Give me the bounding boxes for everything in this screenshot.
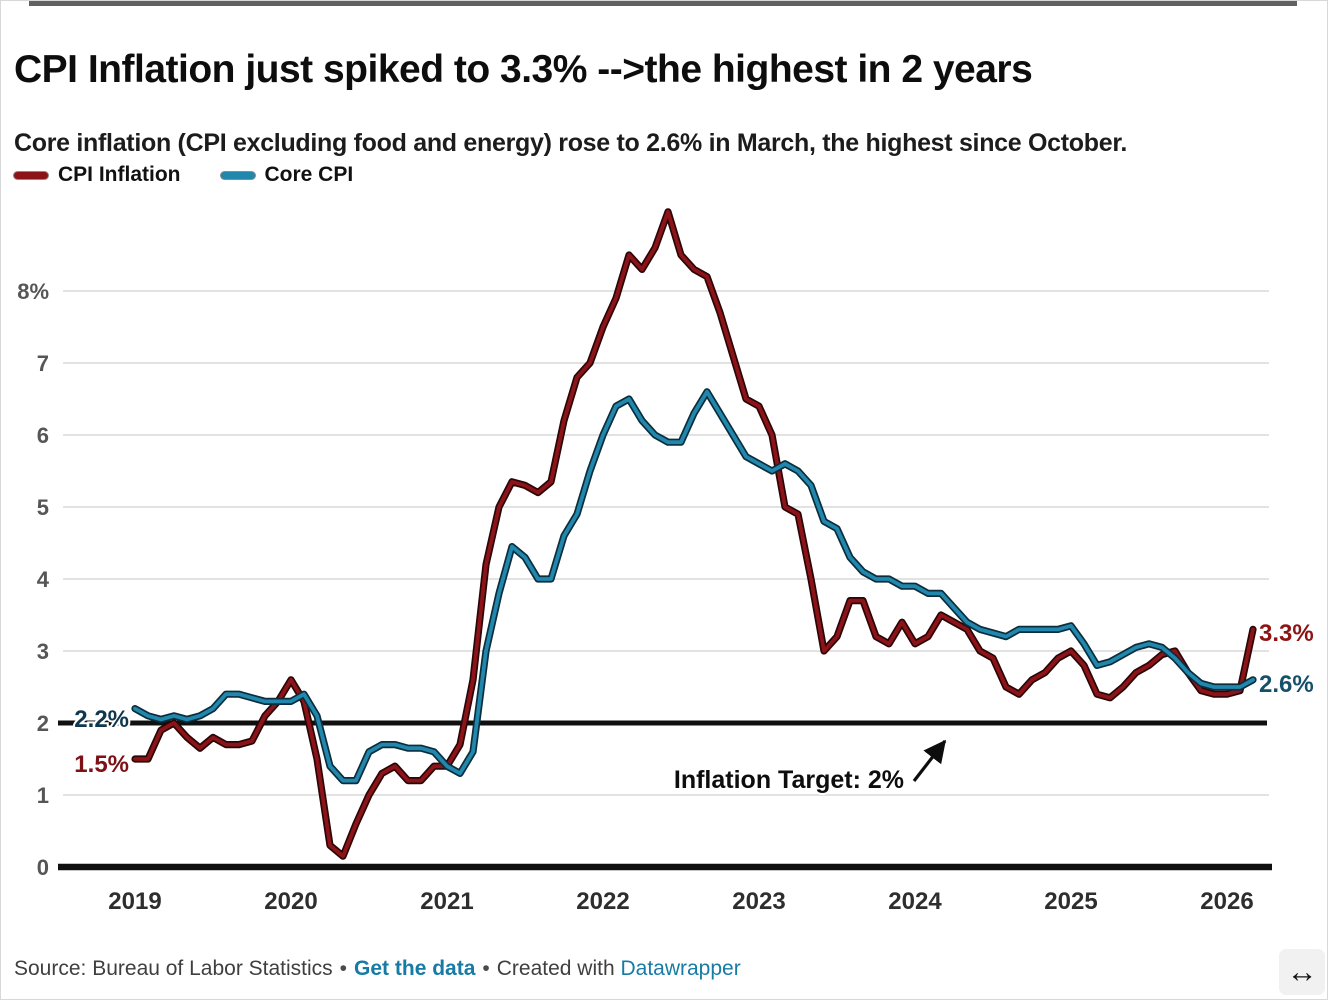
footer-separator: •: [339, 957, 348, 980]
legend-label-cpi-inflation: CPI Inflation: [58, 163, 181, 186]
svg-text:2024: 2024: [888, 888, 942, 915]
source-text: Source: Bureau of Labor Statistics: [14, 957, 333, 980]
cpi-inflation-line: [133, 209, 1255, 859]
core-start-label: 2.2%: [74, 706, 129, 733]
svg-text:8%: 8%: [17, 279, 49, 304]
svg-text:6: 6: [37, 423, 49, 448]
svg-text:2023: 2023: [732, 888, 785, 915]
svg-text:1: 1: [37, 783, 49, 808]
svg-text:2: 2: [37, 711, 49, 736]
horizontal-resize-arrow-icon: ↔: [1286, 954, 1318, 989]
svg-text:3: 3: [37, 639, 49, 664]
svg-text:2022: 2022: [576, 888, 629, 915]
svg-text:4: 4: [37, 567, 50, 592]
footer-separator-2: •: [482, 957, 490, 980]
datawrapper-link[interactable]: Datawrapper: [620, 957, 741, 980]
y-axis-labels: 0 1 2 3 4 5 6 7 8%: [17, 279, 50, 880]
svg-text:7: 7: [37, 351, 49, 376]
cpi-inflation-swatch-icon: [14, 171, 48, 179]
footer: Source: Bureau of Labor Statistics • Get t…: [14, 957, 1254, 981]
target-annotation-arrow-icon: [912, 739, 947, 782]
resize-width-handle[interactable]: ↔: [1279, 949, 1325, 995]
core-cpi-line: [133, 389, 1255, 783]
core-cpi-swatch-icon: [220, 171, 255, 179]
svg-text:5: 5: [37, 495, 49, 520]
top-border-line: [29, 1, 1297, 6]
svg-text:2019: 2019: [108, 888, 161, 915]
chart-subtitle: Core inflation (CPI excluding food and e…: [14, 129, 1128, 157]
legend-item-core-cpi: Core CPI: [220, 163, 354, 187]
svg-text:2021: 2021: [420, 888, 473, 915]
x-axis-labels: 2019 2020 2021 2022 2023 2024 2025 2026: [108, 888, 1253, 915]
get-the-data-link[interactable]: Get the data: [354, 957, 476, 980]
cpi-inflation-line-edge: [131, 208, 1257, 860]
svg-text:2026: 2026: [1200, 888, 1253, 915]
svg-text:2025: 2025: [1044, 888, 1097, 915]
gridlines: [63, 290, 1269, 796]
target-label: Inflation Target: 2%: [674, 766, 904, 794]
legend: CPI Inflation Core CPI: [14, 163, 353, 187]
cpi-start-label: 1.5%: [74, 751, 129, 778]
chart-title: CPI Inflation just spiked to 3.3% -->the…: [14, 48, 1033, 92]
legend-item-cpi-inflation: CPI Inflation: [14, 163, 181, 187]
svg-text:2020: 2020: [264, 888, 317, 915]
core-end-label: 2.6%: [1259, 671, 1314, 698]
legend-label-core-cpi: Core CPI: [264, 163, 354, 186]
created-with-text: Created with: [496, 957, 615, 980]
cpi-end-label: 3.3%: [1259, 620, 1314, 647]
svg-text:0: 0: [37, 855, 49, 880]
